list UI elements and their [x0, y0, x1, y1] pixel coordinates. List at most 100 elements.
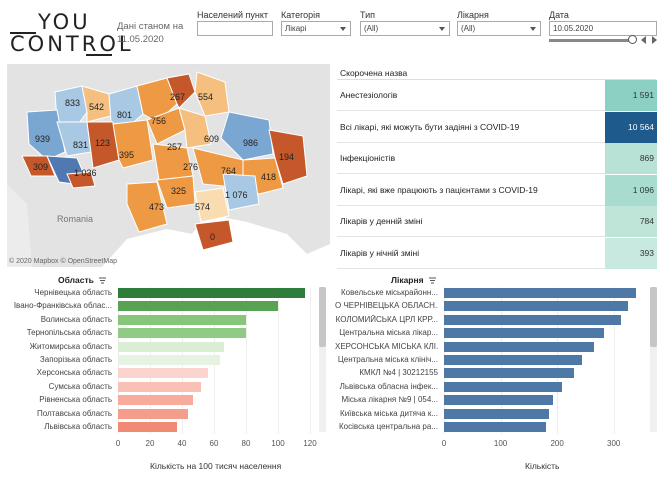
- map-value: 1 076: [225, 190, 248, 200]
- bar[interactable]: [118, 422, 178, 432]
- region-crimea[interactable]: [194, 219, 234, 251]
- bar-label: Ковельське міськрайонн...: [341, 288, 438, 297]
- type-select[interactable]: (All): [360, 21, 450, 36]
- sort-icon[interactable]: [99, 277, 107, 284]
- row-divider: [337, 141, 605, 143]
- sort-icon[interactable]: [428, 277, 436, 284]
- logo-rule-top: [10, 32, 36, 34]
- bar-label: Центральна міська клініч...: [337, 355, 438, 364]
- scrollbar-thumb[interactable]: [650, 287, 657, 347]
- map-value: 609: [204, 134, 219, 144]
- summary-row[interactable]: Лікарі, які вже працюють з пацієнтами з …: [337, 174, 657, 206]
- chevron-down-icon: [439, 27, 445, 31]
- region-luhansk[interactable]: [268, 129, 308, 185]
- x-tick-label: 0: [115, 439, 121, 449]
- bar[interactable]: [444, 368, 575, 379]
- region-kherson[interactable]: [194, 187, 230, 223]
- settlement-input[interactable]: [197, 21, 273, 36]
- summary-row[interactable]: Анестезіологів 1 591: [337, 80, 657, 111]
- map-value: 574: [195, 202, 210, 212]
- summary-row[interactable]: Лікарів у денній зміні 784: [337, 206, 657, 237]
- region-chart-title[interactable]: Область: [58, 275, 107, 285]
- category-select[interactable]: Лікарі: [281, 21, 351, 36]
- summary-header: Скорочена назва: [340, 68, 408, 78]
- bar-label: Тернопільська область: [26, 328, 112, 338]
- bar-label: Львівська область: [44, 422, 112, 431]
- summary-row-value: 10 564: [605, 111, 657, 143]
- x-tick-label: 60: [209, 439, 219, 449]
- region-khmelnytskyi[interactable]: [86, 121, 120, 169]
- summary-row-label: Лікарів у денній зміні: [340, 216, 423, 226]
- scrollbar-thumb[interactable]: [319, 287, 326, 347]
- region-sumy[interactable]: [194, 71, 230, 117]
- bar[interactable]: [444, 328, 605, 339]
- map-value: 325: [171, 186, 186, 196]
- x-tick-label: 0: [441, 439, 447, 449]
- region-zakarpattia[interactable]: [21, 155, 56, 177]
- x-tick-label: 200: [550, 439, 564, 449]
- date-slider-track[interactable]: [549, 39, 632, 42]
- bar[interactable]: [444, 408, 550, 419]
- region-vinnytsia[interactable]: [112, 119, 154, 169]
- map-value: 1 036: [74, 168, 97, 178]
- x-tick-label: 20: [145, 439, 155, 449]
- bar[interactable]: [118, 381, 202, 392]
- summary-row-value: 784: [605, 206, 657, 237]
- region-chernihiv[interactable]: [166, 73, 196, 109]
- bar[interactable]: [444, 288, 637, 298]
- bar[interactable]: [118, 301, 278, 312]
- bar[interactable]: [444, 341, 594, 352]
- region-mykolaiv[interactable]: [156, 175, 196, 209]
- region-poltava[interactable]: [178, 107, 212, 149]
- region-chart-title-text: Область: [58, 275, 94, 285]
- bar[interactable]: [444, 301, 628, 312]
- map-value: 418: [261, 172, 276, 182]
- bar[interactable]: [118, 395, 194, 406]
- region-kharkiv[interactable]: [220, 111, 274, 161]
- hospital-chart-scrollbar[interactable]: [650, 287, 657, 432]
- region-chart-xlabel: Кількість на 100 тисяч населення: [150, 461, 282, 471]
- bar[interactable]: [118, 368, 208, 379]
- ukraine-map[interactable]: 833 542 801 267 554 939 831 123 756 1 03…: [7, 64, 330, 267]
- region-chart-scrollbar[interactable]: [319, 287, 326, 432]
- map-value: 473: [149, 202, 164, 212]
- bar[interactable]: [118, 328, 246, 339]
- map-value: 554: [198, 92, 213, 102]
- region-rivne[interactable]: [81, 85, 112, 123]
- summary-row-label: Анестезіологів: [340, 90, 398, 100]
- as-of-date: Дані станом на 11.05.2020: [117, 20, 183, 46]
- summary-row-value: 869: [605, 143, 657, 174]
- bar-label: О ЧЕРНІВЕЦЬКА ОБЛАСН...: [335, 301, 438, 311]
- date-slider-handle[interactable]: [628, 35, 637, 44]
- hospital-select[interactable]: (All): [457, 21, 541, 36]
- map-value: 756: [151, 116, 166, 126]
- bar-label: Рівненська область: [39, 395, 112, 405]
- row-divider: [337, 236, 605, 237]
- region-zaporizhzhia[interactable]: [222, 173, 260, 211]
- summary-row[interactable]: Всі лікарі, які можуть бути задіяні з CO…: [337, 111, 657, 143]
- bar[interactable]: [118, 408, 189, 419]
- summary-row[interactable]: Інфекціоністів 869: [337, 143, 657, 174]
- bar-label: Центральна міська лікар...: [339, 328, 438, 338]
- bar[interactable]: [444, 395, 553, 406]
- logo: YOU CONTROL: [8, 10, 131, 56]
- chevron-left-icon[interactable]: [640, 36, 647, 44]
- region-chernivtsi[interactable]: [66, 171, 96, 189]
- filter-date-label: Дата: [549, 10, 569, 20]
- bar-label: ХЕРСОНСЬКА МІСЬКА КЛІ...: [335, 341, 438, 351]
- hospital-chart-title[interactable]: Лікарня: [391, 275, 436, 285]
- bar[interactable]: [118, 341, 224, 352]
- chevron-right-icon[interactable]: [651, 36, 658, 44]
- bar[interactable]: [118, 314, 246, 325]
- region-odesa[interactable]: [126, 181, 168, 233]
- bar[interactable]: [444, 355, 583, 365]
- gridline: [310, 287, 311, 435]
- bar[interactable]: [444, 381, 562, 392]
- bar[interactable]: [444, 422, 546, 432]
- bar[interactable]: [118, 288, 306, 298]
- summary-row[interactable]: Лікарів у нічній зміні 393: [337, 237, 657, 269]
- date-input[interactable]: 10.05.2020: [549, 21, 657, 36]
- region-lviv[interactable]: [26, 109, 66, 161]
- bar[interactable]: [118, 355, 221, 365]
- bar[interactable]: [444, 314, 621, 325]
